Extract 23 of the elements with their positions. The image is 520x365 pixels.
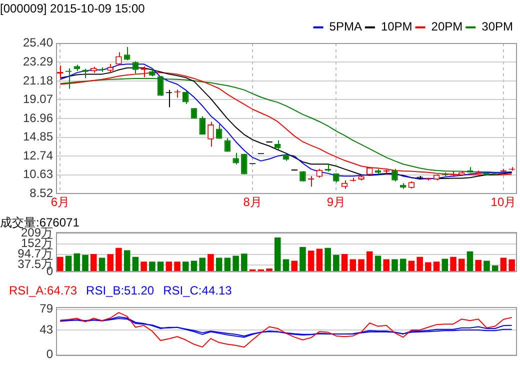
y-tick-label: 25.40 <box>22 36 54 50</box>
x-tick-label: 6月 <box>50 195 70 210</box>
text: RSI_C:44.13 <box>163 283 232 298</box>
x-tick-label: 10月 <box>490 195 516 210</box>
y-tick-label: 21.18 <box>22 73 54 88</box>
chart-title: [000009] 2015-10-09 15:00 <box>0 2 146 16</box>
x-tick-label: 9月 <box>326 195 346 210</box>
y-tick-label: 79 <box>40 302 54 316</box>
y-tick-label: 23.29 <box>22 54 54 68</box>
legend-label: 30PM <box>482 20 514 34</box>
x-tick-label: 8月 <box>243 195 262 210</box>
legend-label: 5PMA <box>329 20 362 34</box>
y-tick-label: 0 <box>46 347 54 362</box>
legend-label: 10PM <box>380 20 412 34</box>
series-label: RSI_A:64.73 <box>9 283 78 298</box>
y-tick-label: 43 <box>40 322 54 336</box>
legend-label: 20PM <box>431 20 463 34</box>
series-label: RSI_B:51.20 <box>86 283 154 298</box>
y-tick-label: 19.07 <box>22 92 54 106</box>
y-tick-label: 10.63 <box>22 167 54 182</box>
y-tick-label: 16.96 <box>22 110 54 125</box>
y-tick-label: 12.74 <box>22 148 54 162</box>
y-tick-label: 14.85 <box>22 130 54 144</box>
